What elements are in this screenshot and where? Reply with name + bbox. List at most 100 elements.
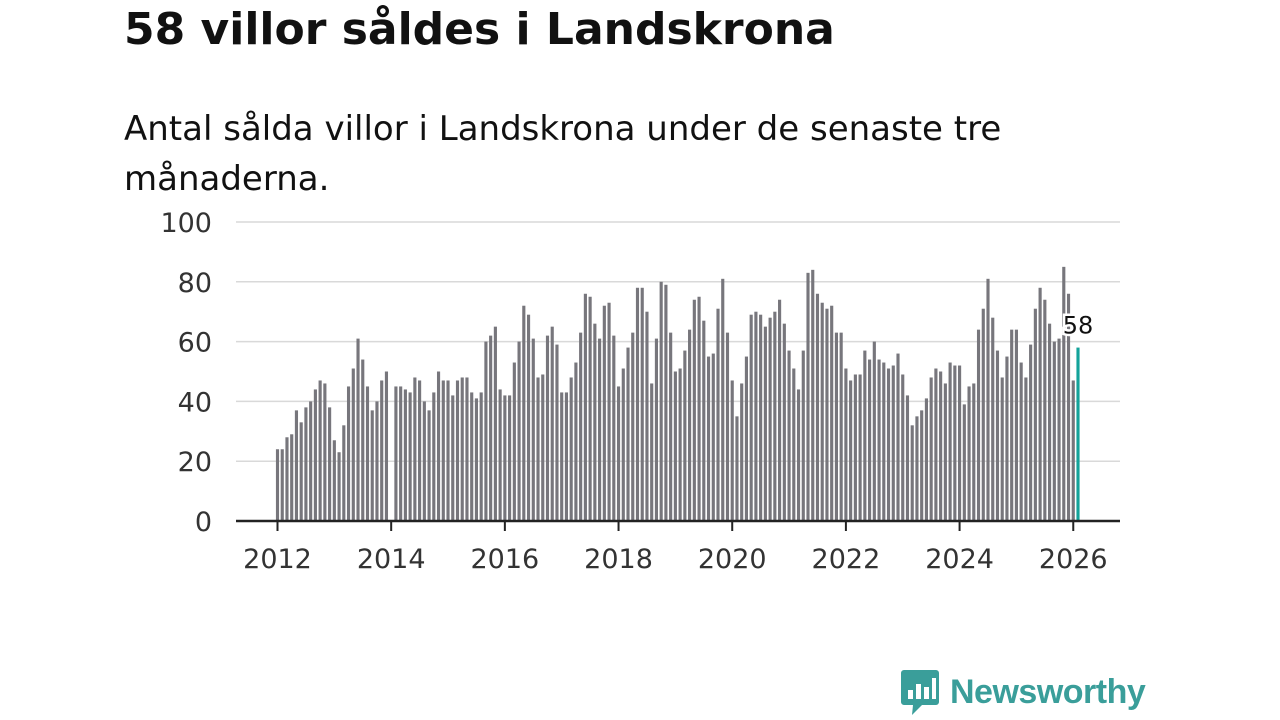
bar bbox=[574, 362, 578, 521]
bar bbox=[1057, 338, 1061, 521]
y-tick-label: 80 bbox=[178, 268, 212, 299]
bar bbox=[479, 392, 483, 521]
bar bbox=[631, 332, 635, 521]
bar bbox=[455, 380, 460, 521]
bar bbox=[394, 386, 398, 521]
bar bbox=[607, 302, 611, 521]
bar bbox=[522, 305, 526, 521]
bar bbox=[683, 350, 687, 521]
bar bbox=[1033, 308, 1037, 521]
x-tick-label: 2022 bbox=[812, 544, 881, 575]
bar bbox=[299, 422, 303, 521]
bar bbox=[337, 452, 341, 521]
bar bbox=[877, 359, 881, 521]
bar bbox=[370, 410, 374, 521]
bar bbox=[408, 392, 412, 521]
bar bbox=[375, 401, 379, 521]
y-tick-label: 20 bbox=[178, 447, 212, 478]
newsworthy-logo: Newsworthy bbox=[900, 668, 1146, 716]
bar bbox=[531, 338, 535, 521]
bar bbox=[697, 296, 701, 521]
bar bbox=[1052, 341, 1056, 521]
bar bbox=[323, 383, 327, 521]
bar bbox=[626, 347, 630, 521]
bar bbox=[313, 389, 317, 521]
bar bbox=[498, 389, 502, 521]
bar bbox=[806, 272, 810, 521]
bar bbox=[725, 332, 730, 521]
bar bbox=[896, 353, 900, 521]
bar bbox=[768, 317, 772, 521]
bar bbox=[702, 320, 706, 521]
bar bbox=[901, 374, 905, 521]
bar bbox=[650, 383, 654, 521]
bar bbox=[541, 374, 545, 521]
chart-title: 58 villor såldes i Landskrona bbox=[124, 4, 835, 55]
bar bbox=[418, 380, 422, 521]
bar bbox=[602, 305, 606, 521]
bar bbox=[924, 398, 928, 521]
bar bbox=[669, 332, 673, 521]
x-tick-label: 2024 bbox=[925, 544, 994, 575]
bar bbox=[616, 386, 621, 521]
bars bbox=[275, 266, 1080, 521]
bar bbox=[621, 368, 625, 521]
bar bbox=[1024, 377, 1028, 521]
bar bbox=[318, 380, 322, 521]
highlight-value-label: 58 bbox=[1063, 312, 1094, 340]
bar bbox=[721, 278, 725, 521]
bar bbox=[730, 380, 734, 521]
bar bbox=[489, 335, 493, 521]
bar bbox=[1071, 380, 1075, 521]
bar bbox=[550, 326, 554, 521]
bar bbox=[920, 410, 924, 521]
bar bbox=[351, 368, 355, 521]
bar bbox=[441, 380, 445, 521]
y-tick-label: 0 bbox=[195, 507, 212, 538]
bar bbox=[735, 416, 739, 521]
bar bbox=[294, 410, 299, 521]
bar bbox=[474, 398, 479, 521]
bar bbox=[427, 410, 431, 521]
bar bbox=[569, 377, 573, 521]
bar bbox=[365, 386, 370, 521]
bar bbox=[508, 395, 512, 521]
bar bbox=[967, 386, 971, 521]
x-tick-label: 2026 bbox=[1039, 544, 1108, 575]
bar bbox=[517, 341, 521, 521]
bar bbox=[839, 332, 843, 521]
newsworthy-logo-text: Newsworthy bbox=[950, 672, 1146, 711]
bar bbox=[309, 401, 313, 521]
bar bbox=[579, 332, 583, 521]
bar bbox=[526, 314, 531, 521]
bar bbox=[830, 305, 834, 521]
bar bbox=[706, 356, 711, 521]
bar bbox=[981, 308, 985, 521]
bar bbox=[943, 383, 947, 521]
bar bbox=[612, 335, 616, 521]
bar bbox=[384, 371, 389, 521]
y-tick-label: 60 bbox=[178, 328, 212, 359]
bar bbox=[773, 311, 777, 521]
bar bbox=[910, 425, 914, 521]
bar bbox=[422, 401, 426, 521]
bar bbox=[332, 440, 336, 521]
bar bbox=[598, 338, 602, 521]
x-tick-label: 2020 bbox=[698, 544, 767, 575]
bar bbox=[583, 293, 587, 521]
bar bbox=[929, 377, 933, 521]
bar bbox=[953, 365, 957, 521]
bar bbox=[688, 329, 692, 521]
bar bbox=[796, 389, 801, 521]
x-tick-label: 2014 bbox=[357, 544, 426, 575]
bar bbox=[545, 335, 550, 521]
bar bbox=[645, 311, 649, 521]
bar bbox=[399, 386, 403, 521]
bar bbox=[858, 374, 862, 521]
bar bbox=[820, 302, 824, 521]
bar bbox=[849, 380, 853, 521]
bar bbox=[853, 374, 857, 521]
bar bbox=[1019, 362, 1023, 521]
bar bbox=[436, 371, 441, 521]
bar bbox=[958, 365, 962, 521]
